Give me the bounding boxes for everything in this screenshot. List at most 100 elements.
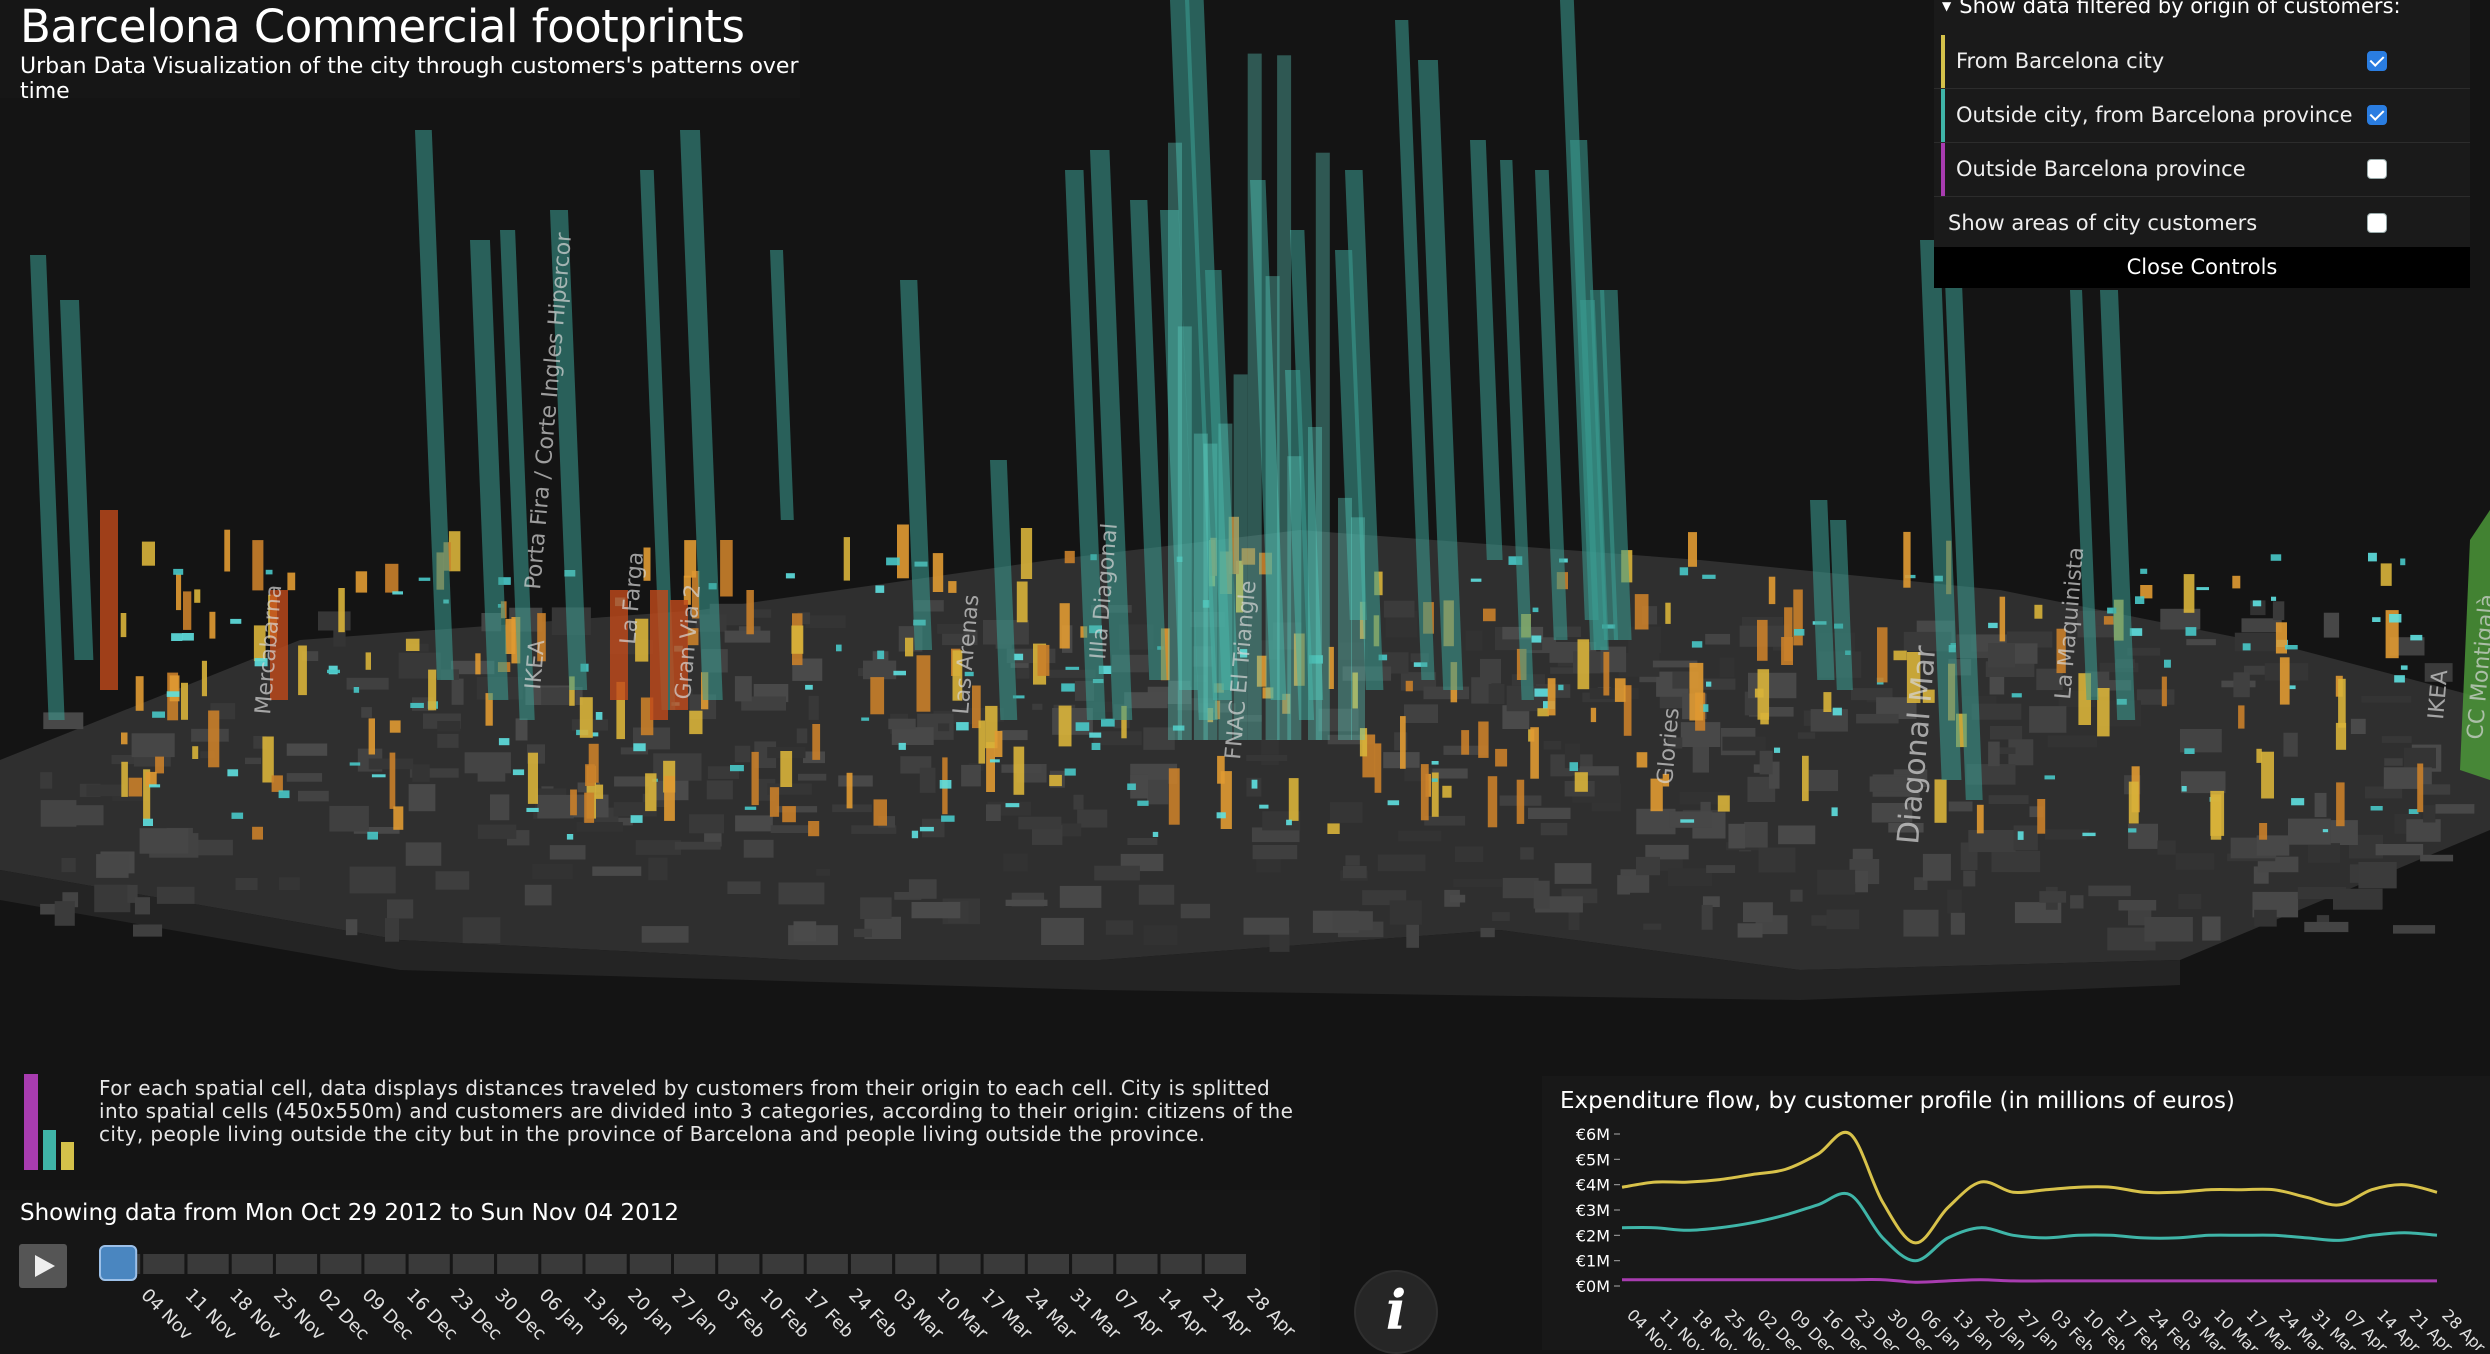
data-bar <box>1774 747 1781 753</box>
data-bar <box>972 685 981 729</box>
checkbox-city[interactable] <box>2367 51 2387 71</box>
data-bar <box>2372 617 2381 622</box>
info-button[interactable]: i <box>1354 1270 1438 1354</box>
timeline-segment[interactable] <box>452 1254 494 1274</box>
timeline-segment[interactable] <box>895 1254 937 1274</box>
timeline-segment[interactable] <box>275 1254 318 1274</box>
building-block <box>1041 917 1084 945</box>
building-block <box>2045 829 2090 837</box>
timeline-segment[interactable] <box>674 1254 716 1274</box>
filter-row-outside[interactable]: Outside Barcelona province <box>1934 143 2470 197</box>
building-block <box>1105 920 1134 935</box>
timeline-segment[interactable] <box>231 1254 273 1274</box>
data-bar <box>932 553 944 592</box>
building-block <box>1339 642 1369 660</box>
building-block <box>2418 784 2451 795</box>
checkbox-province[interactable] <box>2367 105 2387 125</box>
timeline-segment[interactable] <box>806 1254 848 1274</box>
data-bar <box>1760 712 1769 725</box>
timeline-segment[interactable] <box>585 1254 627 1274</box>
building-block <box>524 884 552 906</box>
building-block <box>61 858 76 873</box>
timeline-segment[interactable] <box>983 1254 1025 1274</box>
timeline-segment[interactable] <box>1116 1254 1158 1274</box>
checkbox-outside[interactable] <box>2367 159 2387 179</box>
tall-data-bar <box>1277 55 1292 741</box>
timeline-segment[interactable] <box>762 1254 804 1274</box>
building-block <box>1971 703 2022 720</box>
timeline-segment[interactable] <box>939 1254 981 1274</box>
timeline-segment[interactable] <box>1204 1254 1246 1274</box>
data-bar <box>1999 596 2006 642</box>
data-bar <box>1064 768 1076 776</box>
building-block <box>2304 921 2349 933</box>
series-line-0 <box>1621 1130 2438 1245</box>
tall-data-bar <box>1203 443 1218 740</box>
timeline-segment[interactable] <box>718 1254 760 1274</box>
data-bar <box>2261 751 2274 799</box>
data-bar <box>349 762 361 766</box>
data-bar <box>1058 705 1072 747</box>
checkbox-areas[interactable] <box>2367 213 2387 233</box>
building-block <box>2186 639 2216 646</box>
building-block <box>302 651 319 661</box>
data-bar <box>875 585 885 593</box>
building-block <box>1130 774 1148 799</box>
building-block <box>200 751 215 759</box>
data-bar <box>120 613 127 638</box>
close-controls-button[interactable]: Close Controls <box>1934 247 2470 288</box>
timeline-segment[interactable] <box>497 1254 539 1274</box>
controls-header[interactable]: ▼ Show data filtered by origin of custome… <box>1942 0 2401 18</box>
data-bar <box>1241 548 1256 565</box>
timeline-segment[interactable] <box>408 1254 450 1274</box>
timeline-segment[interactable] <box>629 1254 671 1274</box>
timeline-slider[interactable] <box>98 1244 1248 1284</box>
building-block <box>2136 689 2175 705</box>
building-block <box>1318 708 1359 732</box>
building-block <box>734 676 752 702</box>
building-block <box>1987 643 2015 668</box>
timeline-segment[interactable] <box>541 1254 583 1274</box>
data-bar <box>166 691 180 697</box>
timeline-segment[interactable] <box>320 1254 362 1274</box>
building-block <box>1903 909 1939 937</box>
timeline-segment[interactable] <box>850 1254 893 1274</box>
filter-row-province[interactable]: Outside city, from Barcelona province <box>1934 89 2470 143</box>
data-bar <box>2082 832 2096 837</box>
filter-row-city[interactable]: From Barcelona city <box>1934 35 2470 89</box>
data-bar <box>2196 587 2209 591</box>
timeline-handle[interactable] <box>99 1245 138 1281</box>
building-block <box>1540 822 1568 836</box>
filter-row-areas[interactable]: Show areas of city customers <box>1934 197 2470 251</box>
building-block <box>1127 838 1158 845</box>
building-block <box>1550 667 1590 674</box>
timeline-segment[interactable] <box>1072 1254 1114 1274</box>
map-label: IKEA <box>521 639 550 691</box>
data-bar <box>367 831 378 840</box>
timeline-segment[interactable] <box>187 1254 229 1274</box>
data-bar <box>418 577 431 581</box>
building-block <box>770 825 812 833</box>
data-bar <box>1216 812 1226 819</box>
building-block <box>1568 904 1580 931</box>
data-bar <box>2271 596 2277 601</box>
building-block <box>2406 819 2441 842</box>
data-bar <box>1623 685 1632 736</box>
timeline-segment[interactable] <box>1027 1254 1069 1274</box>
building-block <box>938 723 950 732</box>
tall-data-bar <box>470 240 509 700</box>
building-block <box>798 773 827 781</box>
building-block <box>860 897 892 919</box>
timeline-segment[interactable] <box>1160 1254 1202 1274</box>
timeline-segment[interactable] <box>364 1254 406 1274</box>
building-block <box>1471 677 1492 704</box>
tall-data-bar <box>550 210 588 690</box>
timeline-tick-label: 13 Jan <box>579 1285 634 1340</box>
data-bar <box>121 732 128 745</box>
building-block <box>1719 657 1735 678</box>
data-bar <box>1531 635 1542 643</box>
building-block <box>1345 855 1360 866</box>
timeline-segment[interactable] <box>143 1254 185 1274</box>
play-button[interactable] <box>19 1244 67 1288</box>
